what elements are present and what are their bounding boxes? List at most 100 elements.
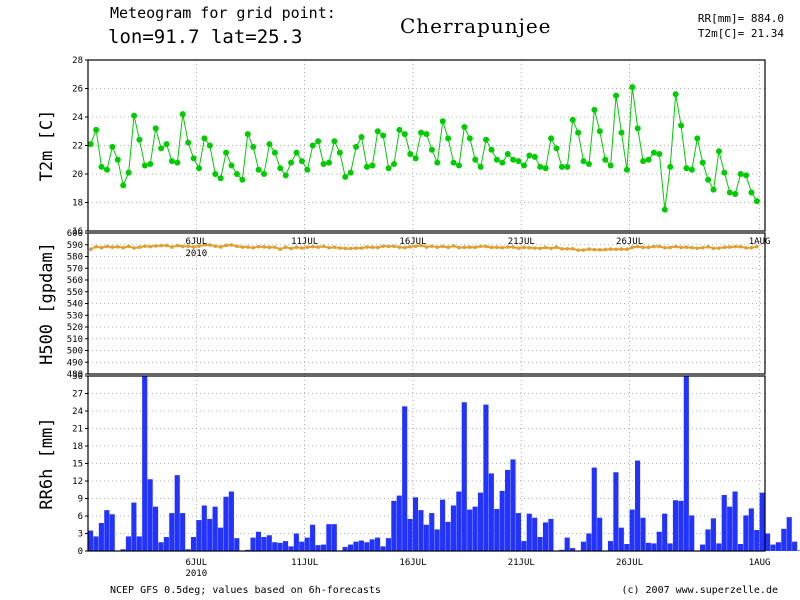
precip-bar (635, 460, 641, 551)
temperature-point (461, 123, 468, 130)
geopotential-point (652, 244, 656, 249)
geopotential-point (684, 245, 689, 250)
temperature-point (434, 159, 441, 166)
temperature-point (634, 125, 641, 132)
temperature-point (190, 155, 197, 162)
temperature-point (477, 163, 484, 170)
y-tick-label: 560 (67, 276, 83, 286)
temperature-point (650, 149, 657, 156)
precip-bar (781, 528, 787, 551)
geopotential-point (273, 245, 277, 250)
precip-bar (342, 546, 348, 551)
temperature-point (401, 131, 408, 138)
y-tick-label: 24 (72, 113, 83, 123)
precip-bar (131, 502, 137, 551)
temperature-point (282, 172, 289, 179)
precip-bar (624, 544, 630, 551)
precip-bar (656, 531, 662, 551)
precip-bar (570, 548, 576, 551)
precip-bar (797, 550, 800, 551)
geopotential-point (370, 245, 375, 250)
temperature-point (466, 135, 473, 142)
y-tick-label: 24 (72, 407, 83, 417)
geopotential-point (646, 245, 651, 250)
geopotential-point (738, 244, 743, 249)
precip-bar (174, 475, 180, 551)
x-tick-label: 16JUL (399, 237, 426, 247)
temperature-point (661, 206, 668, 213)
geopotential-point (468, 245, 472, 250)
temperature-point (206, 142, 213, 149)
temperature-point (640, 158, 647, 165)
precip-bar (282, 541, 289, 551)
temperature-point (656, 151, 663, 158)
geopotential-point (338, 246, 342, 250)
y-tick-label: 540 (67, 300, 83, 310)
geopotential-point (305, 245, 310, 250)
temperature-point (726, 189, 733, 196)
geopotential-point (392, 244, 396, 249)
temperature-point (103, 166, 110, 173)
y-tick-label: 21 (72, 425, 83, 435)
panel-frame (87, 232, 766, 375)
geopotential-point (397, 245, 402, 250)
temperature-point (304, 166, 311, 173)
temperature-point (87, 141, 94, 148)
geopotential-point (630, 245, 635, 250)
geopotential-point (663, 246, 667, 250)
temperature-point (564, 163, 571, 170)
precip-bar (266, 535, 272, 551)
precip-bar (109, 514, 115, 551)
precip-bar (385, 538, 391, 551)
geopotential-point (549, 246, 553, 251)
temperature-point (125, 169, 132, 176)
precip-bar (88, 530, 94, 551)
precip-bar (754, 530, 760, 551)
geopotential-point (132, 246, 136, 250)
geopotential-point (300, 246, 304, 250)
geopotential-point (137, 245, 142, 250)
temperature-point (179, 111, 186, 118)
precip-bar (136, 536, 142, 551)
precip-bar (710, 518, 716, 551)
temperature-point (715, 148, 722, 155)
temperature-point (596, 128, 603, 135)
precip-bar (125, 536, 132, 551)
x-year-label: 2010 (185, 249, 207, 259)
temperature-point (439, 118, 446, 125)
precip-bar (423, 524, 429, 551)
geopotential-point (614, 247, 618, 252)
geopotential-point (94, 244, 98, 249)
temperature-point (737, 171, 744, 177)
precip-bar (786, 517, 792, 551)
precip-bar (494, 509, 500, 551)
geopotential-point (744, 246, 748, 250)
geopotential-point (413, 244, 418, 249)
x-tick-label: 21JUL (508, 237, 535, 247)
geopotential-point (256, 244, 261, 249)
precip-bar (375, 537, 381, 551)
precip-bar (201, 505, 207, 551)
x-tick-label: 21JUL (508, 558, 535, 568)
geopotential-point (435, 245, 440, 250)
temperature-point (261, 171, 268, 177)
precip-bar (607, 541, 614, 551)
precip-bar (185, 549, 191, 551)
temperature-point (239, 176, 246, 183)
geopotential-point (733, 244, 738, 249)
y-tick-label: 6 (78, 512, 83, 522)
temperature-point (407, 151, 414, 158)
temperature-point (385, 165, 392, 172)
geopotential-point (381, 244, 385, 248)
geopotential-point (505, 245, 510, 249)
precip-bar (434, 529, 440, 551)
precip-bar (320, 544, 327, 551)
precip-bar (586, 533, 592, 551)
geopotential-point (202, 243, 207, 247)
precip-bar (765, 533, 771, 551)
geopotential-point (711, 246, 716, 251)
geopotential-point (560, 247, 564, 251)
y-tick-label: 3 (78, 530, 83, 540)
temperature-point (396, 126, 403, 133)
